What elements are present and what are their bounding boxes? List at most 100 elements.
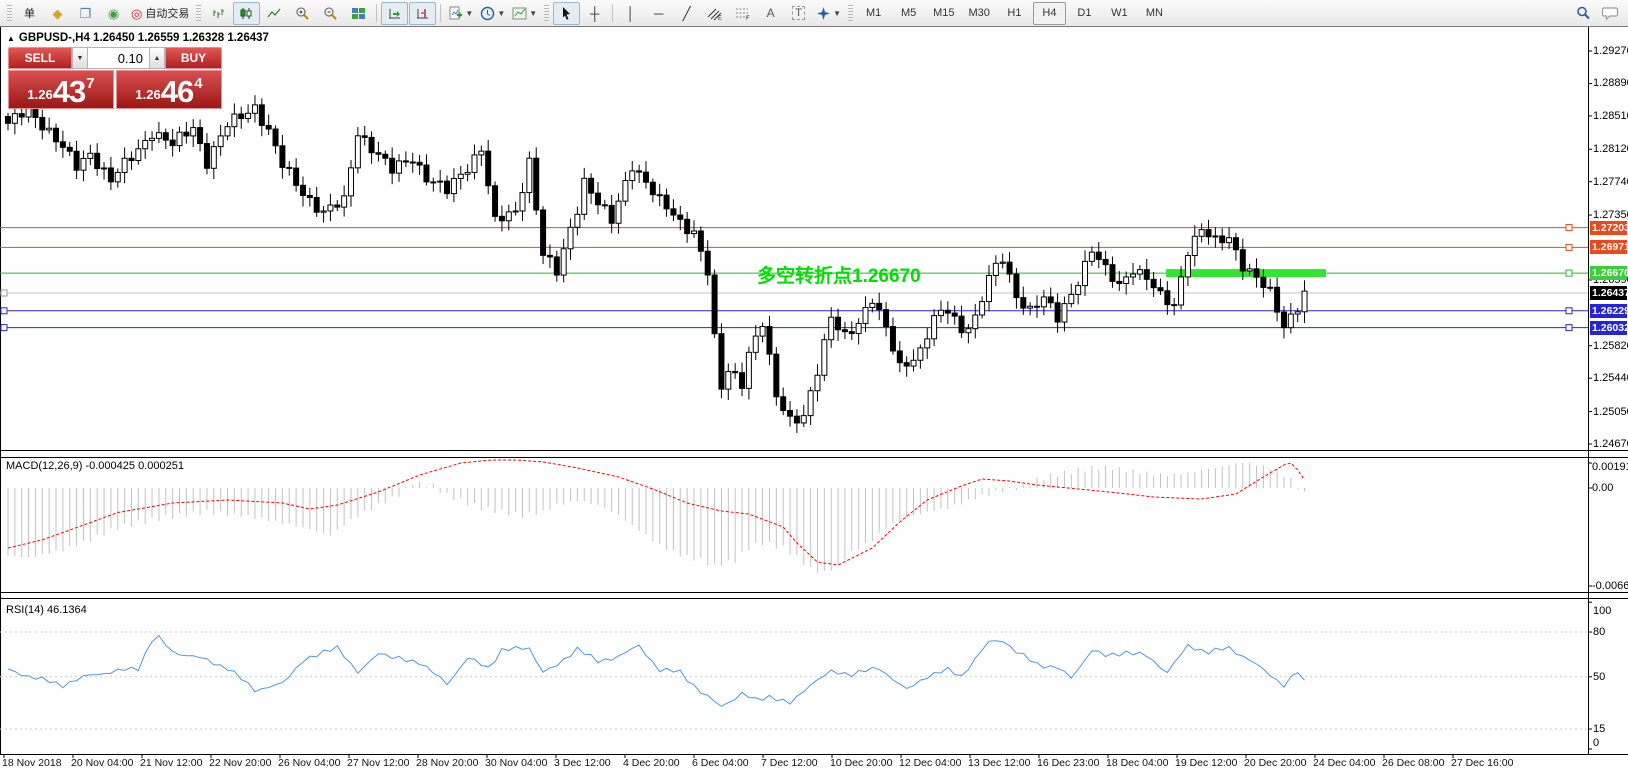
time-axis-label: 6 Dec 04:00	[692, 757, 749, 769]
time-axis-label: 30 Nov 04:00	[485, 757, 548, 769]
timeframe-d1[interactable]: D1	[1077, 7, 1092, 19]
price-tick-label: 1.29270	[1593, 45, 1628, 57]
fibonacci-icon[interactable]: F	[729, 2, 756, 25]
bar-chart-icon[interactable]	[205, 2, 232, 25]
toolbar-grip	[848, 5, 854, 21]
time-axis-label: 26 Nov 04:00	[278, 757, 341, 769]
price-tick-label: 1.25820	[1593, 339, 1628, 352]
timeframe-w1[interactable]: W1	[1111, 7, 1128, 19]
time-axis-label: 26 Dec 08:00	[1382, 757, 1445, 769]
buy-price-box[interactable]: 1.26 46 4	[116, 70, 222, 109]
zoom-in-icon[interactable]	[289, 2, 316, 25]
quote-header-text: GBPUSD-,H4 1.26450 1.26559 1.26328 1.264…	[18, 32, 269, 44]
horizontal-line-icon[interactable]: ─	[654, 5, 664, 21]
volume-decrease-button[interactable]: ▼	[72, 47, 88, 69]
toolbar-grip[interactable]	[7, 5, 12, 21]
chart-window: ▲ GBPUSD-,H4 1.26450 1.26559 1.26328 1.26…	[0, 27, 1628, 771]
buy-price-big: 46	[160, 74, 194, 109]
time-axis-label: 12 Dec 04:00	[899, 757, 962, 769]
timeframe-m1[interactable]: M1	[865, 7, 882, 19]
templates-icon[interactable]: ▼	[509, 2, 540, 25]
rsi-line	[7, 634, 1305, 707]
new-order-button[interactable]: 单	[24, 8, 35, 20]
time-axis-label: 27 Dec 16:00	[1451, 757, 1514, 769]
time-axis-label: 18 Dec 04:00	[1106, 757, 1169, 769]
timeframe-m30[interactable]: M30	[968, 7, 990, 19]
time-axis-label: 20 Nov 04:00	[71, 757, 134, 769]
autotrading-button[interactable]: ◎ 自动交易	[131, 5, 190, 21]
timeframe-mn[interactable]: MN	[1145, 7, 1163, 19]
vertical-line-icon[interactable]: │	[626, 5, 635, 21]
price-tick-label: 1.25050	[1593, 405, 1628, 418]
trendline-icon[interactable]: ╱	[682, 5, 691, 21]
volume-increase-button[interactable]: ▲	[149, 47, 165, 69]
chat-icon[interactable]	[1597, 2, 1624, 25]
toolbar-separator	[440, 4, 442, 22]
rsi-axis-label: 80	[1593, 626, 1606, 639]
timeframe-h4[interactable]: H4	[1032, 1, 1066, 25]
arrows-icon[interactable]: ▼	[813, 2, 844, 25]
auto-scroll-icon[interactable]	[381, 1, 409, 25]
sell-price-box[interactable]: 1.26 43 7	[8, 70, 114, 109]
buy-button[interactable]: BUY	[165, 47, 222, 69]
sell-price-big: 43	[52, 74, 86, 109]
price-tick-label: 1.28890	[1593, 77, 1628, 90]
chevron-down-icon: ▼	[465, 8, 474, 18]
price-level-badge: 1.26229	[1590, 303, 1628, 318]
toolbar-separator	[612, 4, 614, 22]
macd-indicator-label: MACD(12,26,9) -0.000425 0.000251	[6, 460, 184, 472]
periods-icon[interactable]: ▼	[477, 2, 508, 25]
green-zone-bar[interactable]	[1166, 269, 1326, 278]
tile-windows-icon[interactable]	[345, 2, 372, 25]
quote-header: ▲ GBPUSD-,H4 1.26450 1.26559 1.26328 1.26…	[7, 32, 269, 44]
text-label-icon[interactable]: T	[785, 2, 812, 25]
line-chart-icon[interactable]	[261, 2, 288, 25]
collapse-trade-panel-icon[interactable]: ▲	[7, 34, 15, 43]
equidistant-channel-icon[interactable]: E	[701, 2, 728, 25]
timeframe-h1[interactable]: H1	[1007, 7, 1022, 19]
price-tick-label: 1.27350	[1593, 209, 1628, 222]
cursor-icon[interactable]	[553, 1, 581, 25]
price-tick-label: 1.28120	[1593, 143, 1628, 156]
timeframe-m5[interactable]: M5	[900, 7, 917, 19]
line-handles[interactable]	[0, 224, 1573, 332]
market-watch-icon[interactable]: ❐	[79, 5, 92, 21]
price-level-badge: 1.26670	[1590, 266, 1628, 281]
time-axis-label: 22 Nov 20:00	[209, 757, 272, 769]
chevron-down-icon: ▼	[529, 8, 538, 18]
time-axis-label: 28 Nov 20:00	[416, 757, 479, 769]
time-axis-label: 16 Dec 23:00	[1037, 757, 1100, 769]
data-window-icon[interactable]: ◆	[52, 5, 63, 21]
svg-text:E: E	[718, 16, 722, 21]
time-axis-label: 19 Dec 12:00	[1175, 757, 1238, 769]
level-lines[interactable]	[0, 227, 1588, 329]
price-level-badge: 1.26971	[1590, 240, 1628, 255]
macd-signal-line	[7, 459, 1305, 566]
time-axis-label: 3 Dec 12:00	[554, 757, 611, 769]
text-icon[interactable]: A	[766, 6, 775, 20]
candlestick-chart-icon[interactable]	[233, 1, 261, 25]
rsi-axis-label: 50	[1593, 670, 1606, 683]
autotrading-icon: ◎	[131, 5, 143, 21]
indicators-icon[interactable]: ▼	[445, 2, 476, 25]
price-level-badge: 1.27203	[1590, 220, 1628, 235]
chart-shift-icon[interactable]	[409, 1, 437, 25]
time-axis-label: 21 Nov 12:00	[140, 757, 203, 769]
chart-canvas	[0, 27, 1628, 758]
chart-annotation-text[interactable]: 多空转折点1.26670	[757, 266, 921, 287]
navigator-icon[interactable]: ◉	[107, 5, 120, 21]
rsi-axis-label: 15	[1593, 723, 1606, 736]
toolbar-grip	[196, 5, 202, 21]
time-axis-label: 7 Dec 12:00	[761, 757, 818, 769]
volume-input[interactable]	[88, 47, 149, 69]
sell-button[interactable]: SELL	[8, 47, 72, 69]
zoom-out-icon[interactable]	[317, 2, 344, 25]
chevron-down-icon: ▼	[497, 8, 506, 18]
timeframe-m15[interactable]: M15	[933, 7, 955, 19]
search-icon[interactable]	[1569, 2, 1596, 25]
crosshair-icon[interactable]: ┼	[590, 5, 600, 21]
sell-price-pip: 7	[86, 75, 95, 92]
time-axis-label: 18 Nov 2018	[2, 757, 62, 769]
current-price-badge: 1.26437	[1590, 286, 1628, 301]
